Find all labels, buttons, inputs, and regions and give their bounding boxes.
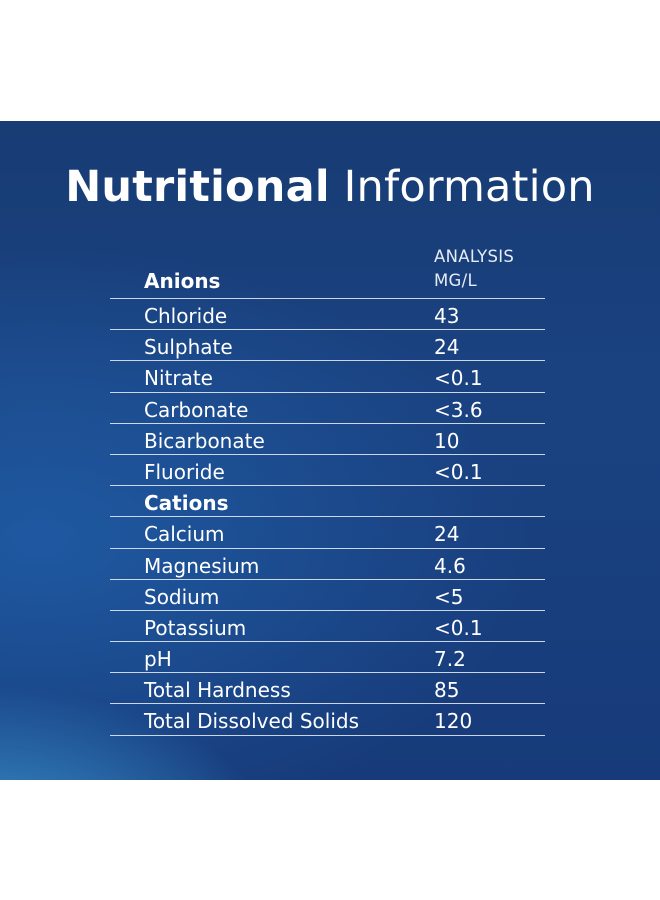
section-label-cations: Cations — [144, 491, 229, 516]
row-name: pH — [144, 647, 172, 672]
row-value: 43 — [434, 304, 460, 328]
row-value: 85 — [434, 678, 460, 703]
table-row: Sodium <5 — [110, 580, 545, 611]
row-value: 120 — [434, 709, 473, 734]
column-header-line1: ANALYSIS — [434, 247, 515, 266]
row-name: Nitrate — [144, 366, 213, 391]
row-name: Total Dissolved Solids — [144, 709, 360, 734]
table-row: Total Dissolved Solids 120 — [110, 704, 545, 736]
table-row: pH 7.2 — [110, 642, 545, 674]
page-title: Nutritional Information — [0, 161, 660, 213]
table-row: Potassium <0.1 — [110, 611, 545, 643]
table-row: Calcium 24 — [110, 517, 545, 549]
table-row: Nitrate <0.1 — [110, 361, 545, 393]
section-label-anions: Anions — [144, 269, 221, 293]
row-value: 10 — [434, 428, 460, 453]
title-bold: Nutritional — [65, 162, 330, 212]
table-row: Chloride 43 — [110, 299, 545, 331]
row-value: <0.1 — [434, 459, 483, 484]
row-value: <0.1 — [434, 366, 483, 391]
table-row: Fluoride <0.1 — [110, 455, 545, 487]
row-value: <0.1 — [434, 615, 483, 640]
section-row-cations: Cations — [110, 486, 545, 518]
table-row: Carbonate <3.6 — [110, 393, 545, 424]
nutrition-panel: Nutritional Information Anions ANALYSIS … — [0, 121, 660, 780]
row-name: Calcium — [144, 522, 225, 547]
row-name: Chloride — [144, 304, 228, 328]
table-row: Magnesium 4.6 — [110, 549, 545, 580]
row-name: Sulphate — [144, 335, 233, 360]
analysis-table: Anions ANALYSIS MG/L Chloride 43 Sulphat… — [110, 241, 545, 736]
row-value: 7.2 — [434, 647, 466, 672]
row-value: 4.6 — [434, 553, 466, 578]
row-value: <3.6 — [434, 397, 483, 422]
table-row: Bicarbonate 10 — [110, 424, 545, 455]
title-light: Information — [343, 162, 595, 212]
column-header-analysis: ANALYSIS MG/L — [434, 245, 514, 293]
row-name: Potassium — [144, 615, 247, 640]
table-row: Total Hardness 85 — [110, 673, 545, 705]
table-row: Sulphate 24 — [110, 330, 545, 362]
row-value: 24 — [434, 335, 460, 360]
column-header-line2: MG/L — [434, 271, 477, 290]
row-value: <5 — [434, 584, 464, 609]
row-name: Fluoride — [144, 459, 225, 484]
row-value: 24 — [434, 522, 460, 547]
row-name: Bicarbonate — [144, 428, 265, 453]
row-name: Total Hardness — [144, 678, 291, 703]
row-name: Carbonate — [144, 397, 249, 422]
row-name: Sodium — [144, 584, 220, 609]
row-name: Magnesium — [144, 553, 260, 578]
table-header: Anions ANALYSIS MG/L — [110, 241, 545, 299]
